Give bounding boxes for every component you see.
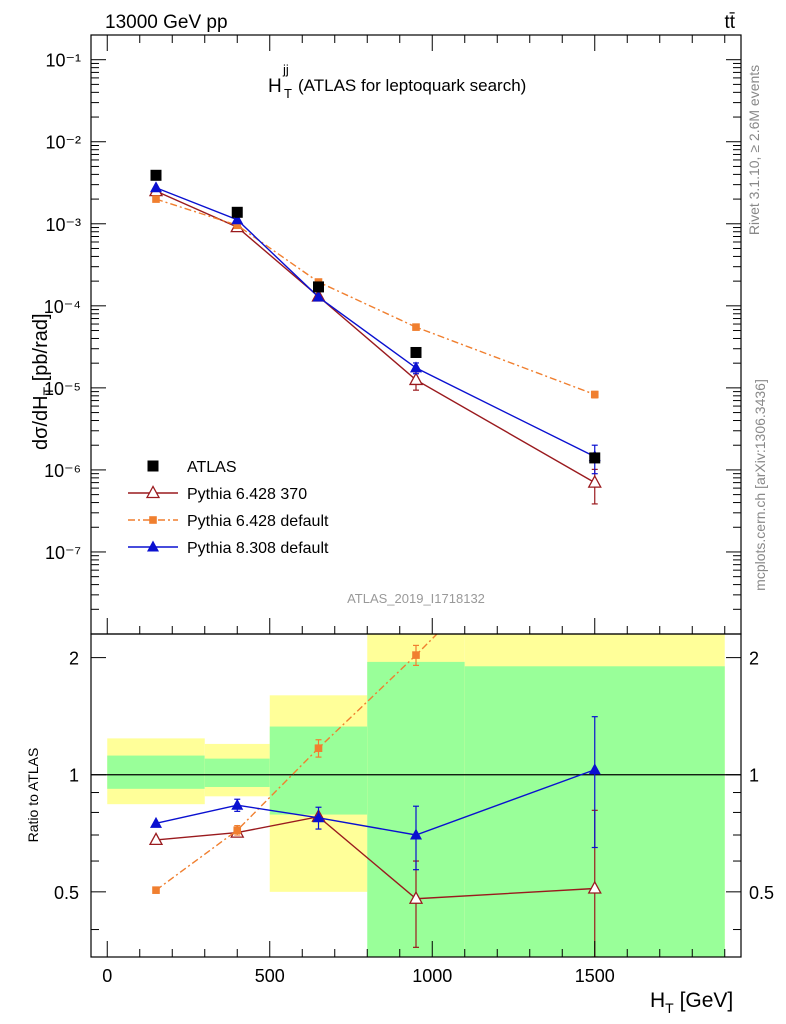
y-tick-label: 10⁻¹	[45, 51, 81, 71]
series-line	[155, 198, 595, 396]
y-tick-label: 10⁻²	[45, 133, 81, 153]
energy-label: 13000 GeV pp	[105, 12, 228, 33]
data-point	[312, 290, 325, 302]
ratio-series-3	[150, 716, 601, 871]
series-3	[150, 181, 601, 475]
title-sub: T	[284, 86, 292, 101]
x-label-main: H	[650, 989, 665, 1012]
data-point	[233, 221, 242, 230]
series-1	[148, 183, 602, 505]
legend-label: Pythia 6.428 default	[187, 513, 329, 530]
analysis-id: ATLAS_2019_I1718132	[347, 591, 485, 606]
ratio-tick-label-right: 0.5	[749, 883, 774, 903]
data-point	[412, 323, 420, 331]
ratio-point	[314, 744, 323, 752]
ratio-plot-series	[148, 634, 602, 957]
data-point	[231, 206, 243, 218]
x-tick-label: 1000	[412, 966, 452, 986]
legend-label: Pythia 8.308 default	[187, 540, 329, 557]
ratio-point	[233, 826, 242, 835]
ratio-point	[150, 816, 162, 828]
legend-item: Pythia 8.308 default	[128, 540, 329, 557]
series-2	[152, 195, 599, 399]
y-label-main: dσ/dH	[30, 395, 52, 450]
legend-marker	[147, 540, 159, 552]
data-point	[590, 390, 599, 399]
series-0	[150, 169, 601, 464]
y-tick-label: 10⁻⁶	[44, 461, 81, 481]
legend-item: Pythia 6.428 default	[128, 513, 329, 530]
ratio-point	[152, 886, 160, 894]
legend-item: Pythia 6.428 370	[128, 485, 307, 503]
ratio-point	[408, 890, 424, 904]
ratio-point	[148, 832, 164, 846]
ratio-point	[312, 811, 325, 823]
title-rest: (ATLAS for leptoquark search)	[298, 76, 526, 95]
legend-marker	[147, 460, 159, 472]
y-tick-label: 10⁻³	[45, 215, 81, 235]
side-label-mcplots: mcplots.cern.ch [arXiv:1306.3436]	[752, 379, 768, 591]
y-axis-label: dσ/dHT [pb/rad]	[30, 313, 56, 450]
plot-title: H jj T (ATLAS for leptoquark search)	[268, 62, 526, 101]
ratio-tick-label: 1	[69, 766, 79, 786]
green-band-bin	[107, 755, 205, 789]
data-point	[150, 169, 162, 181]
main-plot-series	[148, 169, 602, 505]
ratio-point	[412, 651, 420, 659]
ratio-frame	[90, 633, 742, 958]
ratio-point	[587, 880, 602, 894]
ratio-point	[588, 763, 601, 775]
x-tick-label: 1500	[575, 966, 615, 986]
data-point	[150, 181, 162, 193]
green-band-bin	[204, 758, 270, 787]
series-line	[155, 187, 596, 458]
legend-label: Pythia 6.428 370	[187, 486, 307, 503]
legend-item: ATLAS	[147, 459, 237, 476]
ratio-point	[231, 798, 244, 810]
title-sup: jj	[282, 62, 289, 77]
y-label-sub: T	[40, 386, 56, 395]
ratio-series-2	[152, 634, 438, 894]
side-label-rivet: Rivet 3.1.10, ≥ 2.6M events	[746, 65, 762, 235]
ratio-tick-label-right: 2	[749, 649, 759, 669]
data-point	[587, 474, 602, 488]
legend-label: ATLAS	[187, 459, 237, 476]
y-tick-label: 10⁻⁵	[44, 379, 81, 399]
ratio-clipped	[148, 634, 602, 957]
legend-marker	[145, 485, 161, 499]
ratio-point	[410, 828, 422, 840]
y-label-unit: [pb/rad]	[30, 313, 52, 386]
legend-marker	[149, 516, 157, 524]
ratio-tick-label: 2	[69, 649, 79, 669]
process-label: tt̄	[724, 12, 735, 33]
x-tick-label: 500	[255, 966, 285, 986]
y-tick-label: 10⁻⁷	[45, 543, 81, 563]
axes: 10⁻⁷ 10⁻⁶ 10⁻⁵ 10⁻⁴ 10⁻³ 10⁻² 10⁻¹ 0 500 1000 1500…	[44, 34, 774, 986]
title-main: H	[268, 76, 282, 97]
data-point	[410, 361, 422, 373]
legend: ATLAS Pythia 6.428 370 Pythia 6.428 defaul…	[128, 459, 329, 557]
ratio-tick-label-right: 1	[749, 766, 759, 786]
data-point	[408, 372, 424, 386]
data-point	[410, 346, 422, 358]
series-line	[155, 190, 596, 484]
x-label-sub: T	[665, 1000, 674, 1016]
x-axis-label: HT [GeV]	[650, 989, 733, 1016]
x-label-unit: [GeV]	[674, 989, 734, 1012]
x-tick-label: 0	[102, 966, 112, 986]
ratio-y-label: Ratio to ATLAS	[25, 748, 41, 843]
data-point	[231, 213, 244, 225]
data-point	[152, 195, 160, 203]
y-tick-label: 10⁻⁴	[44, 297, 81, 317]
svg-text:dσ/dHT [pb/rad]: dσ/dHT [pb/rad]	[30, 313, 56, 450]
ratio-tick-label: 0.5	[54, 883, 79, 903]
data-point	[313, 281, 324, 293]
data-point	[589, 452, 601, 464]
